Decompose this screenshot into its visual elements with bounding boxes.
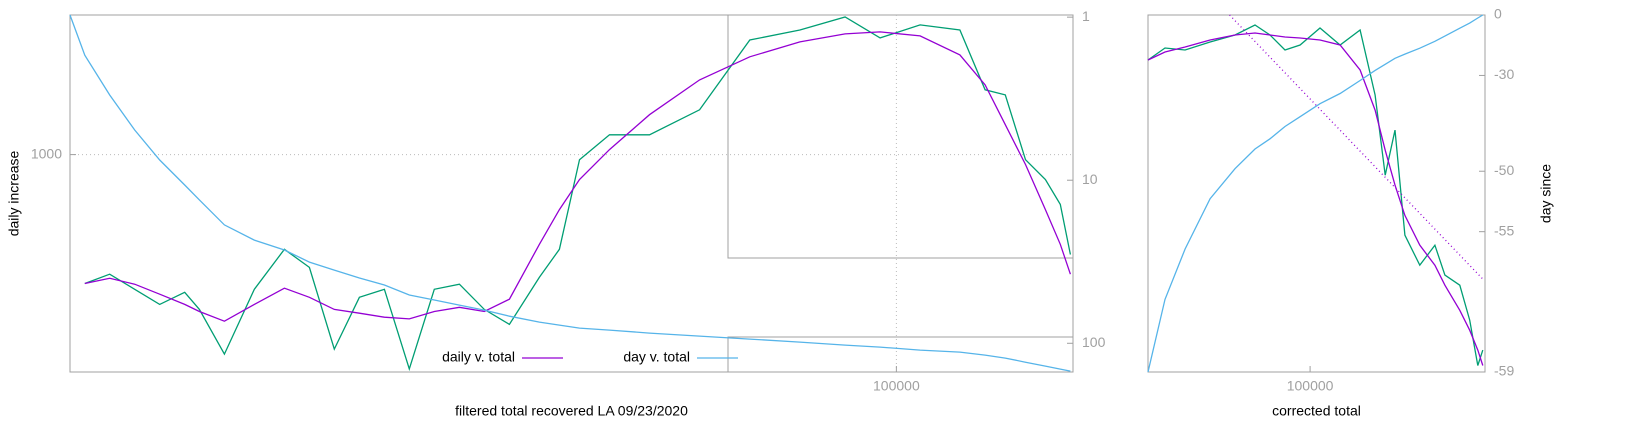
inset-frame — [727, 336, 1074, 373]
y-tick-label: 1000 — [31, 145, 62, 161]
inset-frame — [727, 14, 1074, 259]
y2-tick-label: 0 — [1494, 6, 1502, 22]
plot-frame — [69, 14, 1074, 373]
x-tick-label: 100000 — [1287, 378, 1334, 394]
plot-frame — [1147, 14, 1486, 373]
legend-label: day v. total — [623, 349, 690, 365]
legend-label: daily v. total — [442, 349, 515, 365]
x-tick-label: 100000 — [873, 378, 920, 394]
y2-tick-label: 1 — [1082, 8, 1090, 24]
series-line — [84, 31, 1072, 322]
series-line — [69, 14, 1071, 372]
y2-tick-label: 100 — [1082, 334, 1106, 350]
y-axis-label: daily increase — [6, 150, 22, 236]
y2-axis-label: day since — [1538, 164, 1554, 223]
series-line — [1147, 14, 1484, 373]
series-line — [1147, 24, 1484, 366]
y2-tick-label: -55 — [1494, 222, 1514, 238]
series-line — [84, 16, 1072, 372]
x-axis-label: filtered total recovered LA 09/23/2020 — [455, 403, 688, 419]
x-axis-label: corrected total — [1272, 403, 1361, 419]
y2-tick-label: -30 — [1494, 66, 1514, 82]
y2-tick-label: -50 — [1494, 162, 1514, 178]
series-line — [1229, 14, 1485, 281]
y2-tick-label: -59 — [1494, 363, 1514, 379]
y2-tick-label: 10 — [1082, 171, 1098, 187]
series-line — [1147, 32, 1484, 366]
